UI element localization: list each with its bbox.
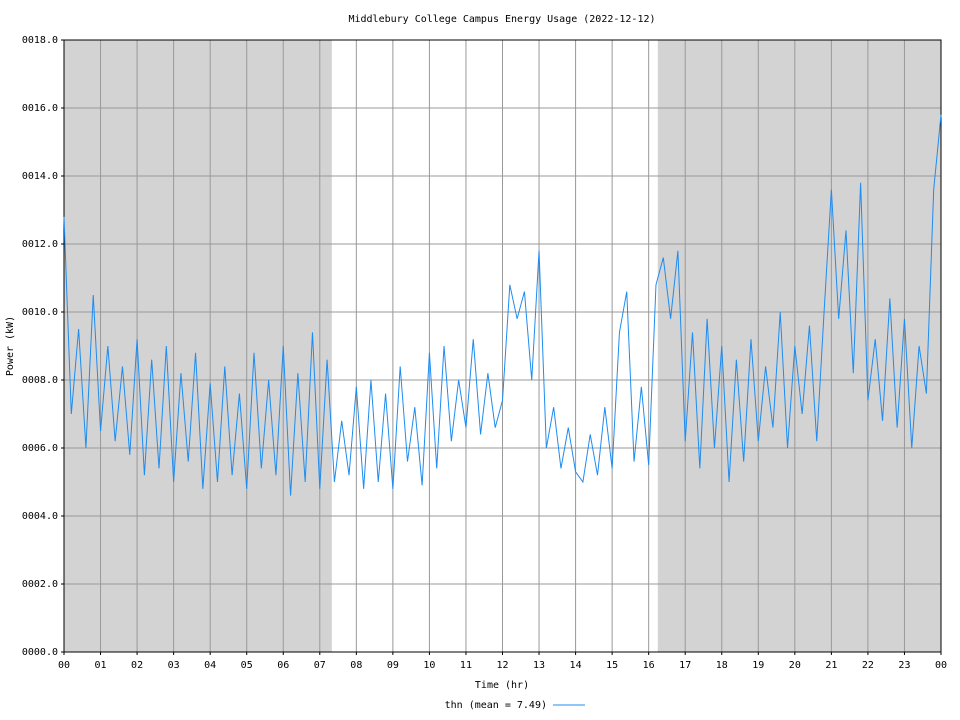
y-tick-label: 0008.0 [22,375,58,386]
x-tick-label: 10 [423,660,435,671]
x-axis-label: Time (hr) [475,680,529,691]
x-tick-label: 21 [825,660,837,671]
x-tick-label: 02 [131,660,143,671]
night-shade [657,40,941,652]
x-tick-label: 17 [679,660,691,671]
x-tick-label: 11 [460,660,472,671]
y-tick-label: 0012.0 [22,239,58,250]
x-tick-label: 08 [350,660,362,671]
x-tick-label: 12 [496,660,508,671]
x-tick-label: 09 [387,660,399,671]
plot-frame [63,39,942,653]
series-line [63,114,942,496]
y-tick-label: 0002.0 [22,579,58,590]
x-tick-label: 04 [204,660,216,671]
x-tick-label: 16 [643,660,655,671]
x-tick-label: 14 [570,660,582,671]
y-tick-label: 0018.0 [22,35,58,46]
y-tick-label: 0004.0 [22,511,58,522]
x-tick-label: 22 [862,660,874,671]
x-tick-label: 00 [935,660,947,671]
legend-label: thn (mean = 7.49) [445,700,547,711]
x-tick-label: 01 [95,660,107,671]
y-tick-label: 0010.0 [22,307,58,318]
x-tick-label: 18 [716,660,728,671]
y-axis-label: Power (kW) [5,316,16,376]
y-tick-label: 0016.0 [22,103,58,114]
x-tick-label: 07 [314,660,326,671]
x-tick-label: 05 [241,660,253,671]
x-tick-label: 20 [789,660,801,671]
x-tick-label: 19 [752,660,764,671]
x-tick-label: 06 [277,660,289,671]
x-tick-label: 00 [58,660,70,671]
y-tick-label: 0000.0 [22,647,58,658]
x-tick-label: 03 [168,660,180,671]
x-tick-label: 13 [533,660,545,671]
x-tick-label: 23 [898,660,910,671]
y-tick-label: 0006.0 [22,443,58,454]
y-tick-label: 0014.0 [22,171,58,182]
x-tick-label: 15 [606,660,618,671]
night-shade [64,40,332,652]
chart-title: Middlebury College Campus Energy Usage (… [348,14,655,25]
